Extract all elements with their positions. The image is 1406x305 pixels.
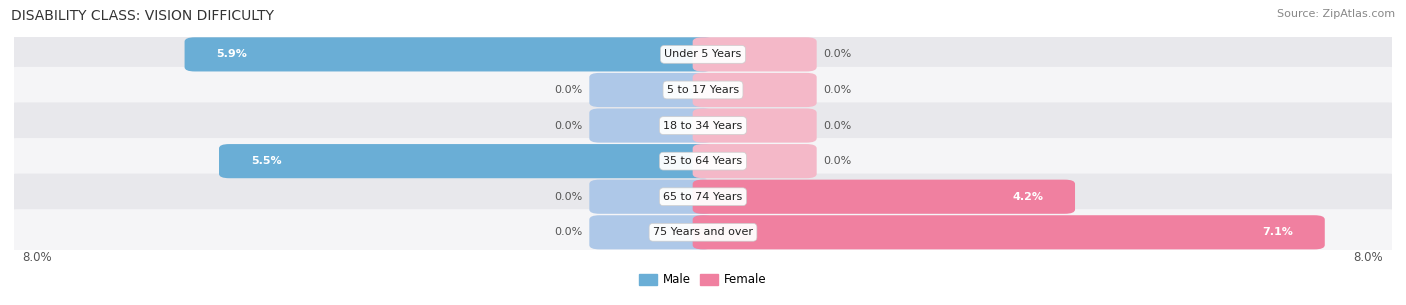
Text: Source: ZipAtlas.com: Source: ZipAtlas.com <box>1277 9 1395 19</box>
FancyBboxPatch shape <box>589 180 713 214</box>
FancyBboxPatch shape <box>589 73 713 107</box>
FancyBboxPatch shape <box>693 144 817 178</box>
FancyBboxPatch shape <box>6 138 1400 184</box>
Text: 7.1%: 7.1% <box>1263 227 1294 237</box>
Text: DISABILITY CLASS: VISION DIFFICULTY: DISABILITY CLASS: VISION DIFFICULTY <box>11 9 274 23</box>
Text: 0.0%: 0.0% <box>824 156 852 166</box>
FancyBboxPatch shape <box>589 215 713 249</box>
Text: 0.0%: 0.0% <box>554 227 582 237</box>
Text: 0.0%: 0.0% <box>824 49 852 59</box>
FancyBboxPatch shape <box>693 109 817 143</box>
Text: 5.9%: 5.9% <box>217 49 247 59</box>
Text: 0.0%: 0.0% <box>554 120 582 131</box>
FancyBboxPatch shape <box>184 37 713 71</box>
Text: 0.0%: 0.0% <box>824 120 852 131</box>
Text: 8.0%: 8.0% <box>1354 251 1384 264</box>
Text: 5.5%: 5.5% <box>250 156 281 166</box>
Text: 0.0%: 0.0% <box>554 192 582 202</box>
Text: 0.0%: 0.0% <box>554 85 582 95</box>
FancyBboxPatch shape <box>693 215 1324 249</box>
FancyBboxPatch shape <box>693 37 817 71</box>
FancyBboxPatch shape <box>6 209 1400 255</box>
Text: 65 to 74 Years: 65 to 74 Years <box>664 192 742 202</box>
Legend: Male, Female: Male, Female <box>634 269 772 291</box>
FancyBboxPatch shape <box>6 67 1400 113</box>
FancyBboxPatch shape <box>6 102 1400 149</box>
FancyBboxPatch shape <box>6 31 1400 77</box>
Text: 8.0%: 8.0% <box>22 251 52 264</box>
FancyBboxPatch shape <box>6 174 1400 220</box>
Text: 0.0%: 0.0% <box>824 85 852 95</box>
Text: 18 to 34 Years: 18 to 34 Years <box>664 120 742 131</box>
Text: 35 to 64 Years: 35 to 64 Years <box>664 156 742 166</box>
Text: 75 Years and over: 75 Years and over <box>652 227 754 237</box>
FancyBboxPatch shape <box>219 144 713 178</box>
Text: Under 5 Years: Under 5 Years <box>665 49 741 59</box>
FancyBboxPatch shape <box>693 73 817 107</box>
FancyBboxPatch shape <box>693 180 1076 214</box>
Text: 4.2%: 4.2% <box>1012 192 1043 202</box>
Text: 5 to 17 Years: 5 to 17 Years <box>666 85 740 95</box>
FancyBboxPatch shape <box>589 109 713 143</box>
